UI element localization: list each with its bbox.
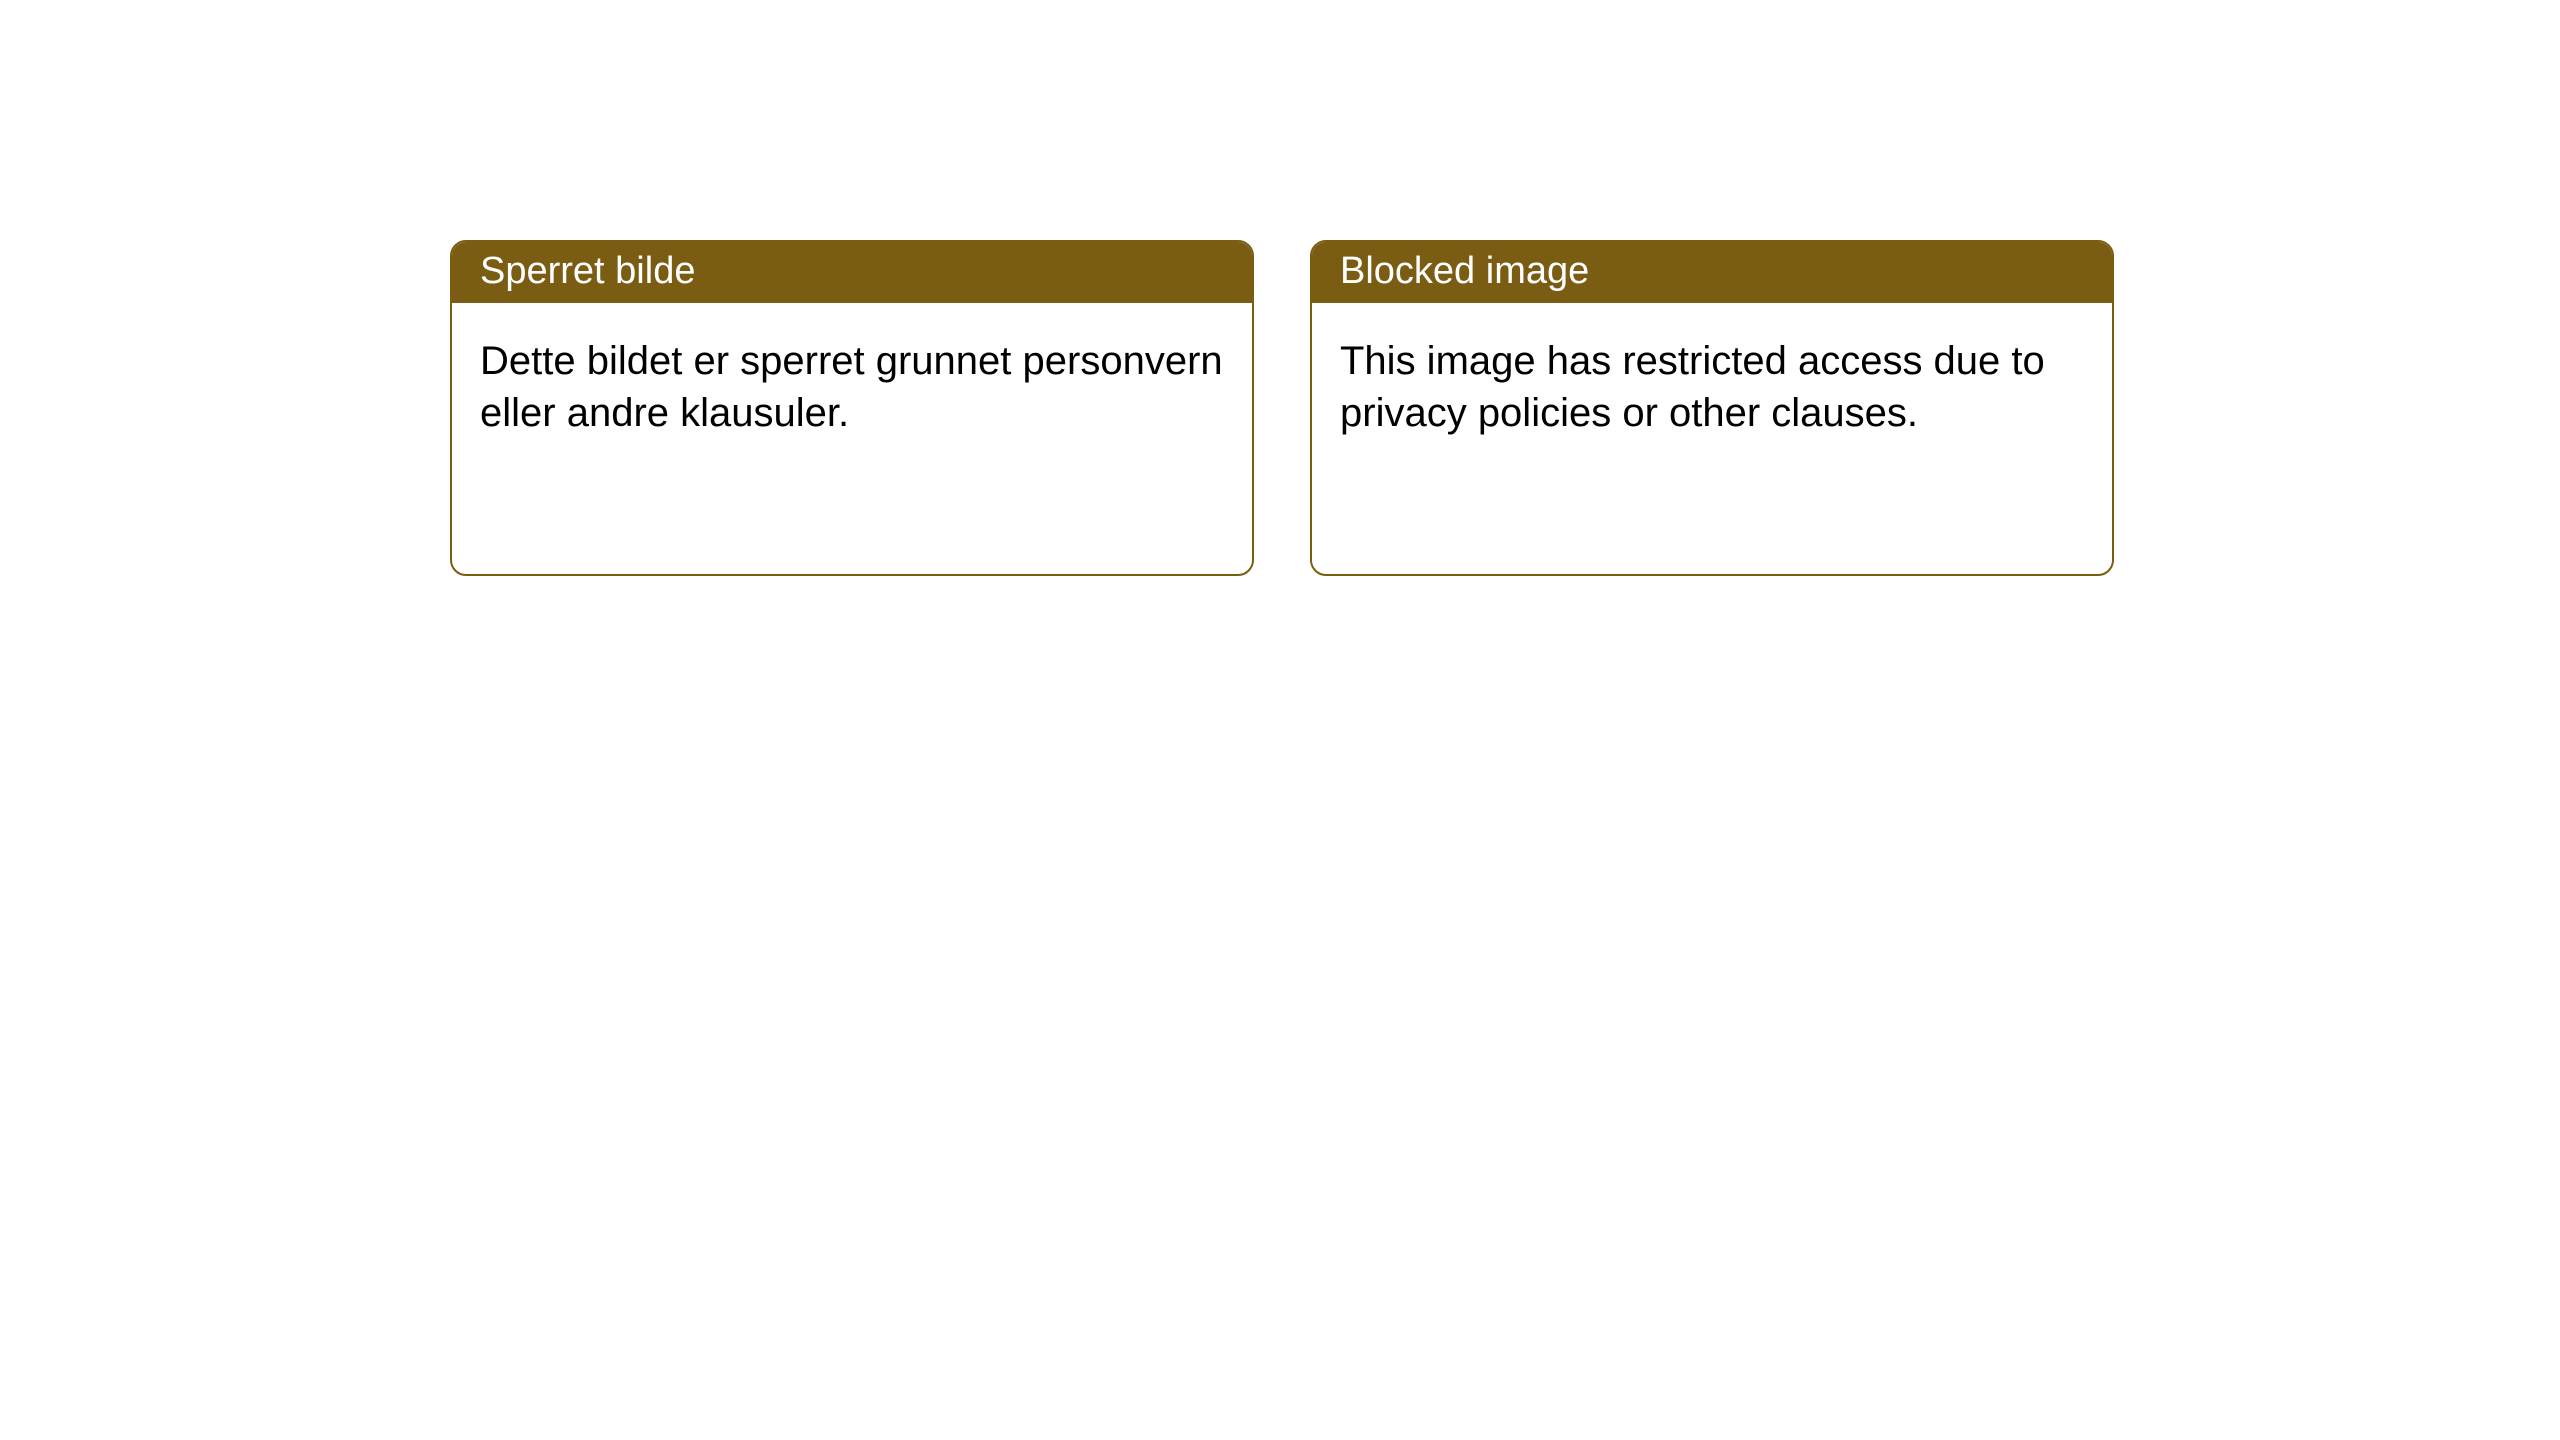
notice-header: Sperret bilde	[452, 242, 1252, 303]
notice-card-english: Blocked image This image has restricted …	[1310, 240, 2114, 576]
notice-card-norwegian: Sperret bilde Dette bildet er sperret gr…	[450, 240, 1254, 576]
notices-container: Sperret bilde Dette bildet er sperret gr…	[0, 0, 2560, 576]
notice-body: This image has restricted access due to …	[1312, 303, 2112, 471]
notice-body: Dette bildet er sperret grunnet personve…	[452, 303, 1252, 471]
notice-header: Blocked image	[1312, 242, 2112, 303]
